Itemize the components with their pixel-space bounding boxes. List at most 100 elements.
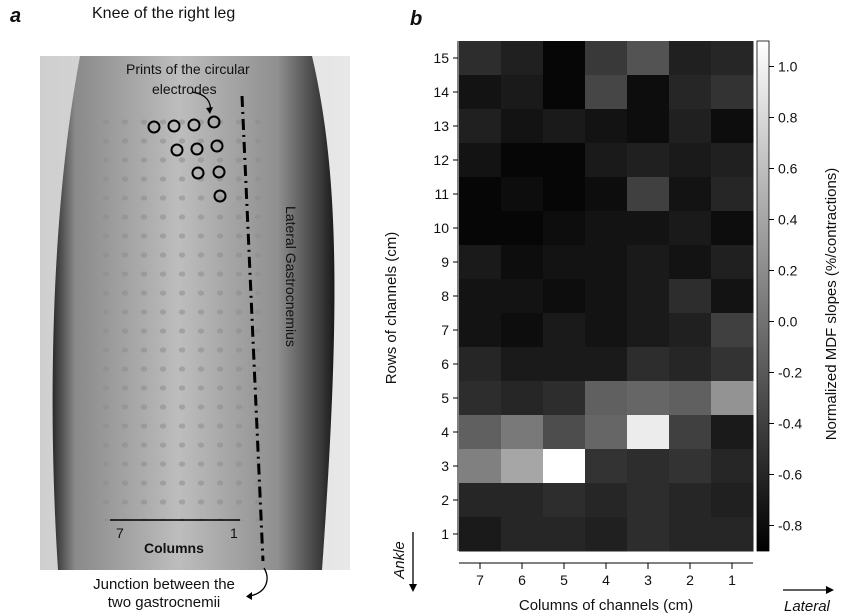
heatmap-cell xyxy=(501,313,544,348)
colorbar-tick-label: 1.0 xyxy=(778,59,798,75)
heatmap-cell xyxy=(585,415,628,450)
heatmap-cell xyxy=(669,381,712,416)
heatmap-cells xyxy=(459,41,754,552)
heatmap-cell xyxy=(711,41,754,76)
heatmap-cell xyxy=(585,449,628,484)
heatmap-cell xyxy=(711,109,754,144)
x-tick-label: 3 xyxy=(644,572,652,588)
heatmap-cell xyxy=(669,177,712,212)
heatmap-cell xyxy=(711,313,754,348)
heatmap-cell xyxy=(501,449,544,484)
y-ticks: 15 14 13 12 11 10 9 8 7 6 5 4 3 2 1 xyxy=(433,41,459,551)
heatmap-cell xyxy=(585,347,628,382)
heatmap-cell xyxy=(543,313,586,348)
y-tick-label: 1 xyxy=(441,526,449,542)
heatmap-cell xyxy=(459,517,502,552)
x-tick-label: 7 xyxy=(476,572,484,588)
heatmap-cell xyxy=(669,245,712,280)
heatmap-cell xyxy=(501,347,544,382)
heatmap-cell xyxy=(669,449,712,484)
heatmap-cell xyxy=(627,211,670,246)
heatmap-cell xyxy=(459,279,502,314)
heatmap-cell xyxy=(627,381,670,416)
y-tick-label: 4 xyxy=(441,424,449,440)
heatmap-cell xyxy=(711,483,754,518)
heatmap-cell xyxy=(711,381,754,416)
heatmap-cell xyxy=(543,483,586,518)
y-tick-label: 5 xyxy=(441,390,449,406)
heatmap-cell xyxy=(627,177,670,212)
heatmap-cell xyxy=(543,381,586,416)
heatmap-cell xyxy=(627,347,670,382)
heatmap-cell xyxy=(543,517,586,552)
heatmap-cell xyxy=(543,143,586,178)
prints-label-line1: Prints of the circular xyxy=(126,61,250,77)
heatmap-cell xyxy=(501,381,544,416)
ankle-indicator: Ankle xyxy=(391,532,417,592)
heatmap-cell xyxy=(585,75,628,110)
colorbar-tick-label: 0.0 xyxy=(778,314,798,330)
heatmap-cell xyxy=(543,211,586,246)
caption-line-1: Junction between the xyxy=(93,576,235,593)
heatmap-cell xyxy=(711,415,754,450)
heatmap-cell xyxy=(669,517,712,552)
colorbar-tick-label: -0.6 xyxy=(778,467,802,483)
colorbar-tick-label: 0.8 xyxy=(778,110,798,126)
heatmap-cell xyxy=(501,279,544,314)
heatmap-cell xyxy=(627,41,670,76)
ankle-label: Ankle xyxy=(391,541,408,580)
heatmap-cell xyxy=(501,211,544,246)
heatmap-cell xyxy=(501,483,544,518)
heatmap-cell xyxy=(459,109,502,144)
colorbar: 1.0 0.8 0.6 0.4 0.2 0.0 -0.2 -0.4 -0.6 -0.8 xyxy=(756,40,802,552)
y-tick-label: 9 xyxy=(441,254,449,270)
heatmap-cell xyxy=(459,381,502,416)
heatmap-cell xyxy=(459,483,502,518)
heatmap-cell xyxy=(585,143,628,178)
heatmap-cell xyxy=(711,143,754,178)
heatmap-cell xyxy=(459,313,502,348)
heatmap-cell xyxy=(543,41,586,76)
heatmap-cell xyxy=(543,415,586,450)
junction-dashdot-line xyxy=(240,95,265,562)
heatmap-cell xyxy=(711,347,754,382)
heatmap-cell xyxy=(459,211,502,246)
columns-label: Columns xyxy=(144,540,204,556)
heatmap-cell xyxy=(459,41,502,76)
heatmap-cell xyxy=(585,517,628,552)
caption-line-2: two gastrocnemii xyxy=(107,594,221,611)
x-tick-label: 6 xyxy=(518,572,526,588)
panel-a-title: Knee of the right leg xyxy=(92,5,236,22)
heatmap-cell xyxy=(585,211,628,246)
heatmap-cell xyxy=(711,449,754,484)
heatmap-cell xyxy=(543,75,586,110)
heatmap-cell xyxy=(711,245,754,280)
y-tick-label: 10 xyxy=(433,220,449,236)
heatmap-cell xyxy=(669,75,712,110)
y-tick-label: 12 xyxy=(433,152,449,168)
heatmap-cell xyxy=(501,177,544,212)
heatmap-cell xyxy=(627,245,670,280)
heatmap-cell xyxy=(543,347,586,382)
prints-label-line2: electrodes xyxy=(152,81,217,97)
lateral-indicator: Lateral xyxy=(783,586,834,615)
x-ticks: 7 6 5 4 3 2 1 xyxy=(459,562,753,588)
heatmap-cell xyxy=(585,177,628,212)
x-tick-label: 4 xyxy=(602,572,610,588)
y-tick-label: 14 xyxy=(433,84,449,100)
heatmap-cell xyxy=(501,143,544,178)
heatmap-cell xyxy=(459,415,502,450)
heatmap-cell xyxy=(585,41,628,76)
colorbar-tick-label: 0.2 xyxy=(778,263,798,279)
heatmap-cell xyxy=(669,279,712,314)
heatmap-cell xyxy=(711,211,754,246)
heatmap-cell xyxy=(627,517,670,552)
heatmap-cell xyxy=(585,245,628,280)
heatmap-cell xyxy=(543,449,586,484)
heatmap-cell xyxy=(543,177,586,212)
leg-photograph: Prints of the circular electrodes Latera… xyxy=(40,56,350,570)
heatmap-cell xyxy=(627,313,670,348)
y-tick-label: 6 xyxy=(441,356,449,372)
heatmap-cell xyxy=(501,41,544,76)
colorbar-tick-label: -0.8 xyxy=(778,518,802,534)
